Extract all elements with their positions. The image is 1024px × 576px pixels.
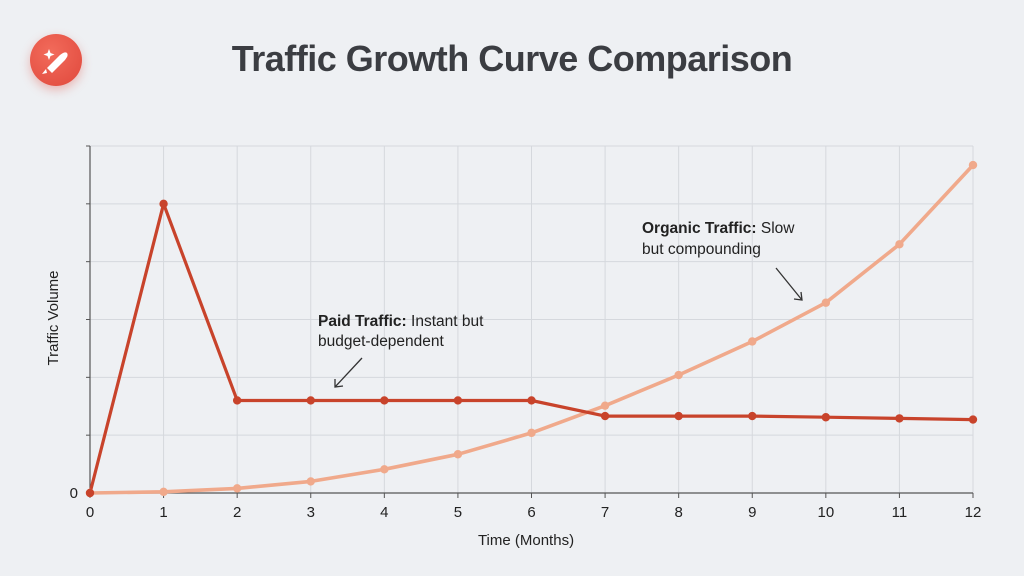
y-tick-labels: 0 bbox=[70, 485, 78, 502]
series-points bbox=[85, 160, 978, 498]
x-tick-label: 5 bbox=[454, 504, 462, 521]
x-tick-label: 8 bbox=[674, 504, 682, 521]
x-tick-label: 6 bbox=[527, 504, 535, 521]
organic-data-point bbox=[306, 477, 315, 486]
paid-annotation: Paid Traffic: Instant but budget-depende… bbox=[318, 313, 484, 388]
paid-data-point bbox=[232, 396, 242, 405]
paid-data-point bbox=[821, 413, 831, 422]
organic-data-point bbox=[821, 298, 831, 307]
x-tick-label: 2 bbox=[233, 504, 241, 521]
x-tick-label: 0 bbox=[86, 504, 94, 521]
sparkle-rocket-icon bbox=[42, 49, 68, 74]
paid-data-point bbox=[159, 199, 168, 209]
paid-data-point bbox=[306, 396, 315, 405]
organic-annotation-line1: Organic Traffic: Slow bbox=[642, 220, 795, 237]
organic-data-point bbox=[600, 401, 610, 410]
y-axis-label: Traffic Volume bbox=[45, 270, 62, 365]
organic-annotation-line2: but compounding bbox=[642, 241, 761, 258]
organic-data-point bbox=[453, 450, 463, 459]
grid bbox=[90, 145, 974, 493]
organic-annotation-bold: Organic Traffic: bbox=[642, 220, 757, 237]
x-tick-label: 12 bbox=[965, 504, 982, 521]
x-tick-label: 4 bbox=[380, 504, 388, 521]
paid-data-point bbox=[600, 411, 610, 421]
paid-data-point bbox=[380, 396, 389, 405]
paid-data-point bbox=[453, 396, 463, 405]
page-title: Traffic Growth Curve Comparison bbox=[231, 38, 793, 79]
paid-annotation-text: Instant but bbox=[407, 313, 484, 330]
x-tick-label: 9 bbox=[748, 504, 756, 521]
y-tick-label: 0 bbox=[70, 485, 78, 502]
x-tick-label: 10 bbox=[817, 504, 834, 521]
organic-annotation-text: Slow bbox=[757, 220, 796, 237]
paid-annotation-line2: budget-dependent bbox=[318, 333, 445, 350]
x-tick-labels: 0 1 2 3 4 5 6 7 8 9 10 11 12 bbox=[86, 504, 982, 521]
paid-data-point bbox=[748, 411, 757, 421]
organic-data-point bbox=[159, 487, 168, 497]
x-tick-label: 3 bbox=[307, 504, 315, 521]
logo-badge bbox=[30, 34, 82, 86]
x-tick-label: 11 bbox=[892, 504, 908, 521]
paid-data-point bbox=[527, 396, 536, 405]
organic-data-point bbox=[968, 160, 978, 170]
paid-data-point bbox=[85, 488, 95, 498]
organic-data-point bbox=[527, 428, 536, 438]
organic-annotation-arrow bbox=[775, 267, 803, 301]
organic-data-point bbox=[232, 484, 242, 493]
axes bbox=[86, 145, 974, 498]
organic-data-point bbox=[380, 465, 389, 474]
organic-data-point bbox=[674, 370, 683, 380]
paid-data-point bbox=[674, 411, 683, 421]
organic-annotation: Organic Traffic: Slow but compounding bbox=[642, 220, 803, 301]
x-axis-label: Time (Months) bbox=[478, 532, 574, 549]
x-tick-label: 7 bbox=[601, 504, 609, 521]
organic-data-point bbox=[895, 240, 904, 249]
paid-data-point bbox=[895, 414, 904, 423]
paid-data-point bbox=[968, 415, 978, 424]
x-tick-label: 1 bbox=[159, 504, 167, 521]
paid-annotation-arrow bbox=[334, 357, 363, 388]
paid-annotation-line1: Paid Traffic: Instant but bbox=[318, 313, 484, 330]
paid-annotation-bold: Paid Traffic: bbox=[318, 313, 407, 330]
organic-data-point bbox=[748, 337, 757, 346]
